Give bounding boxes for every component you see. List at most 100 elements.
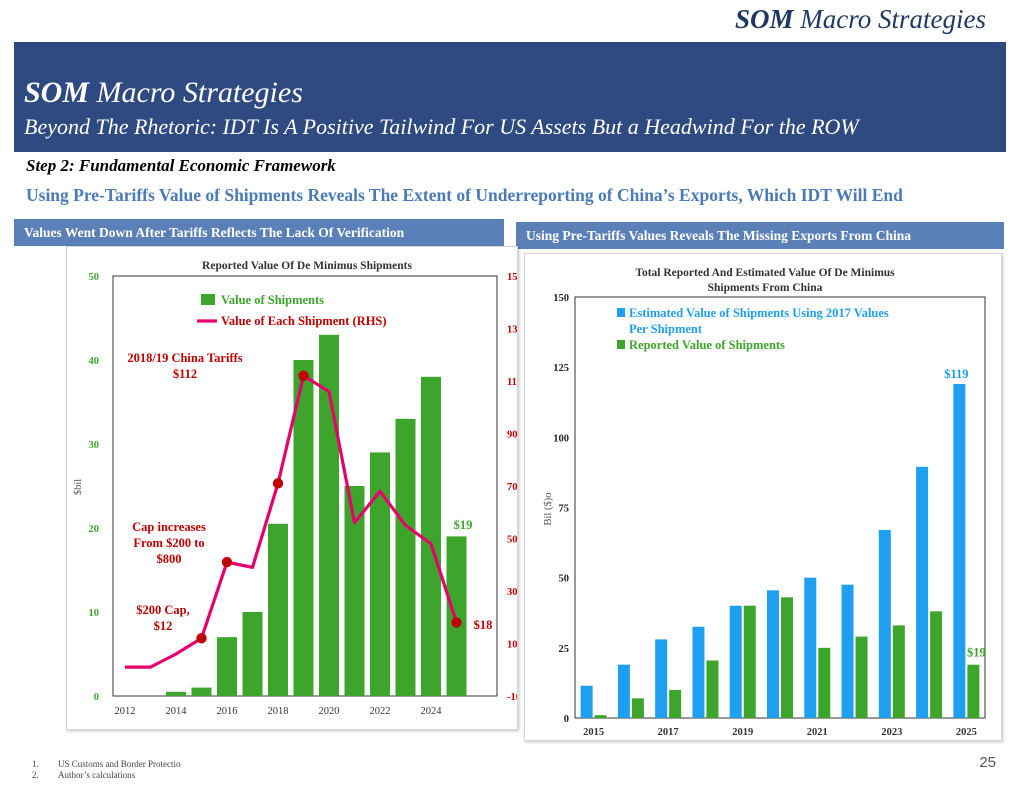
left-x-tick-label: 2022	[370, 706, 391, 717]
left-annotation-line: $200 Cap,	[136, 603, 189, 617]
right-chart: Total Reported And Estimated Value Of De…	[543, 267, 986, 738]
right-x-tick-label: 2021	[807, 727, 828, 738]
right-bar-reported	[781, 597, 793, 718]
right-x-tick-label: 2025	[956, 727, 977, 738]
right-legend-label-reported: Reported Value of Shipments	[629, 338, 785, 352]
left-x-tick-label: 2024	[421, 706, 443, 717]
right-bar-reported	[930, 611, 943, 718]
title-banner: SOM Macro Strategies Beyond The Rhetoric…	[14, 42, 1006, 152]
right-legend-label-estimated-1: Estimated Value of Shipments Using 2017 …	[629, 306, 889, 320]
right-bar-estimated	[953, 384, 966, 718]
right-bar-estimated	[841, 584, 854, 718]
right-legend-label-estimated-2: Per Shipment	[629, 322, 703, 336]
right-annotation-estimated: $119	[944, 367, 968, 381]
left-bar-value-of-shipments	[268, 523, 288, 696]
left-bar-value-of-shipments	[395, 418, 416, 696]
right-bar-estimated	[580, 685, 593, 718]
left-legend-label-line: Value of Each Shipment (RHS)	[221, 314, 387, 328]
left-chart: Reported Value Of De Minimus Shipments 0 1…	[73, 260, 523, 717]
right-annotation-reported: $19	[967, 646, 986, 660]
left-chart-title: Reported Value Of De Minimus Shipments	[202, 260, 412, 272]
right-chart-panel: Total Reported And Estimated Value Of De…	[524, 253, 1002, 741]
right-bar-estimated	[878, 529, 891, 718]
banner-brand: SOM Macro Strategies	[24, 76, 303, 109]
right-x-tick-label: 2023	[881, 727, 902, 738]
right-bar-reported	[892, 625, 905, 718]
left-y-axis-label: $bil	[73, 479, 84, 495]
left-bar-value-of-shipments	[421, 376, 441, 696]
right-bar-estimated	[767, 590, 779, 718]
left-y-tick-label: 0	[94, 692, 99, 703]
left-y-tick-label: 40	[89, 356, 100, 367]
left-y2-tick-label: 50	[507, 535, 517, 546]
right-legend-swatch-estimated	[617, 308, 625, 317]
left-x-tick-label: 2016	[217, 706, 238, 717]
right-bar-reported	[967, 664, 980, 718]
page-number: 25	[979, 754, 996, 771]
right-bar-reported	[594, 715, 607, 718]
right-bar-estimated	[692, 626, 705, 718]
left-line-marker	[298, 370, 309, 381]
left-annotation-line: $12	[154, 619, 173, 633]
left-y2-tick-label: 150	[507, 272, 517, 283]
right-bar-reported	[743, 605, 756, 718]
right-y-tick-label: 50	[559, 574, 570, 585]
right-chart-title-line-2: Shipments From China	[708, 282, 823, 294]
left-y2-tick-label: 110	[507, 377, 517, 388]
left-y2-tick-label: -10	[507, 692, 517, 703]
left-line-marker	[451, 617, 462, 628]
left-annotation-line: Cap increases	[132, 520, 206, 534]
footnotes: 1. US Customs and Border Protectio 2. Auth…	[32, 759, 181, 781]
slide-headline: Using Pre-Tariffs Value of Shipments Rev…	[26, 185, 903, 205]
left-bar-value-of-shipments	[217, 637, 237, 696]
right-bar-estimated	[804, 577, 817, 718]
left-y2-tick-label: 30	[507, 587, 517, 598]
footnote-2: 2. Author’s calculations	[32, 770, 136, 780]
right-bar-reported	[855, 636, 868, 718]
right-x-tick-label: 2015	[583, 727, 604, 738]
left-line-marker	[272, 478, 284, 489]
right-bar-reported	[669, 689, 682, 718]
left-bar-value-of-shipments	[191, 687, 212, 696]
left-line-marker	[196, 633, 207, 644]
right-chart-title-line-1: Total Reported And Estimated Value Of De…	[635, 267, 895, 279]
right-bar-estimated	[916, 466, 929, 718]
right-bar-reported	[818, 647, 831, 718]
left-y2-tick-label: 90	[507, 430, 517, 441]
left-annotation-line: From $200 to	[133, 536, 204, 550]
right-plot-frame	[574, 296, 986, 719]
left-y-tick-label: 10	[89, 608, 100, 619]
footnote-1: 1. US Customs and Border Protectio	[32, 759, 181, 769]
right-y-tick-label: 125	[553, 363, 569, 374]
right-x-tick-label: 2019	[732, 727, 753, 738]
left-bar-value-of-shipments	[242, 612, 263, 696]
right-bar-reported	[706, 660, 719, 718]
right-y-axis-label: Bil ($)o	[543, 493, 554, 526]
right-bar-estimated	[617, 664, 630, 718]
left-section-bar: Values Went Down After Tariffs Reflects …	[14, 219, 504, 246]
left-y2-tick-label: 10	[507, 640, 517, 651]
left-bar-value-of-shipments	[293, 360, 314, 696]
left-y-tick-label: 50	[89, 272, 100, 283]
right-y-tick-label: 75	[559, 504, 570, 515]
banner-subtitle: Beyond The Rhetoric: IDT Is A Positive T…	[24, 114, 859, 139]
left-line-marker	[221, 556, 233, 568]
left-x-tick-label: 2018	[268, 706, 289, 717]
header-brand: SOM Macro Strategies	[735, 4, 986, 34]
left-chart-panel: Reported Value Of De Minimus Shipments 0 1…	[66, 246, 523, 730]
right-y-tick-label: 0	[564, 714, 569, 725]
right-section-bar: Using Pre-Tariffs Values Reveals The Mis…	[516, 222, 1004, 249]
left-line-value-each-shipment	[125, 374, 459, 669]
right-y-tick-label: 100	[553, 433, 569, 444]
left-x-tick-label: 2020	[319, 706, 340, 717]
left-y2-tick-label: 130	[507, 325, 517, 336]
left-annotation-line: $19	[454, 518, 473, 532]
right-legend-swatch-reported	[617, 340, 625, 349]
left-bar-value-of-shipments	[446, 536, 467, 696]
right-bar-reported	[631, 698, 644, 718]
left-legend-label-bars: Value of Shipments	[221, 293, 324, 307]
left-x-tick-label: 2014	[166, 706, 188, 717]
left-legend-swatch-bars	[201, 294, 215, 305]
left-annotation-line: 2018/19 China Tariffs	[127, 351, 242, 365]
step-heading: Step 2: Fundamental Economic Framework	[26, 156, 336, 175]
